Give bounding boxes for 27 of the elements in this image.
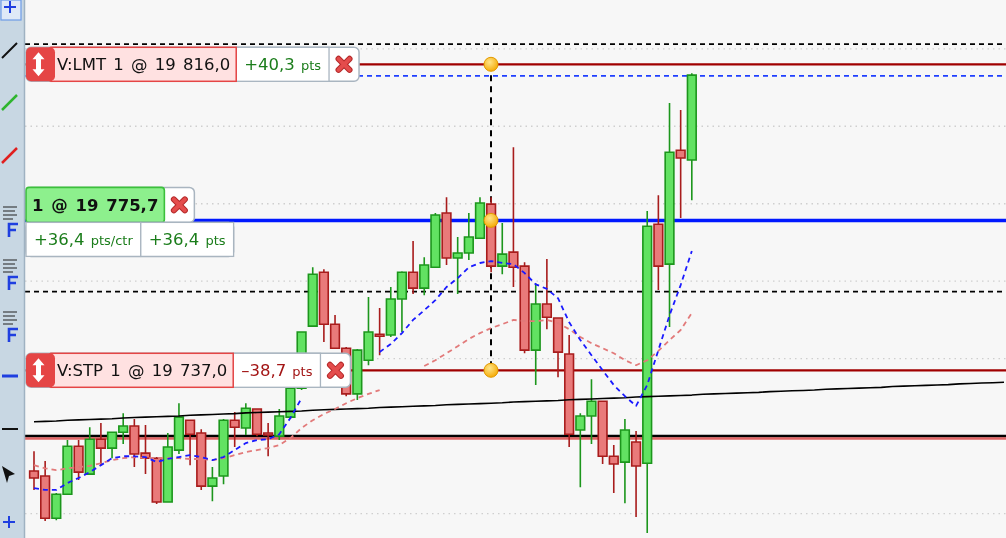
candlestick bbox=[229, 411, 240, 448]
ref-line-label: V:STP 1 @ 19 737,0 bbox=[57, 361, 228, 381]
candlestick bbox=[675, 109, 686, 219]
annotation: +36,4 pts/ctr bbox=[34, 230, 134, 250]
candlestick bbox=[619, 418, 631, 504]
candlestick bbox=[530, 282, 541, 386]
annotation: +40,3 pts bbox=[244, 55, 322, 75]
candlestick bbox=[686, 72, 697, 202]
candlestick bbox=[207, 466, 218, 502]
candlestick bbox=[84, 426, 95, 475]
candlestick bbox=[564, 334, 575, 448]
candlestick bbox=[653, 194, 664, 291]
candlestick bbox=[307, 266, 318, 327]
candlestick bbox=[407, 240, 419, 295]
annotation: +36,4 pts bbox=[148, 230, 226, 250]
candlestick bbox=[95, 422, 107, 466]
candlestick bbox=[642, 210, 653, 534]
candlestick bbox=[374, 307, 385, 356]
candlestick bbox=[441, 196, 452, 266]
annotation: –38,7 pts bbox=[241, 361, 313, 381]
candlestick bbox=[630, 430, 642, 518]
ref-line-label: V:LMT 1 @ 19 816,0 bbox=[57, 55, 231, 75]
candlestick bbox=[664, 102, 675, 328]
candlestick bbox=[218, 418, 229, 485]
candlestick bbox=[240, 402, 251, 436]
ref-line-label: 1 @ 19 775,7 bbox=[32, 195, 159, 215]
candlestick bbox=[497, 222, 508, 276]
